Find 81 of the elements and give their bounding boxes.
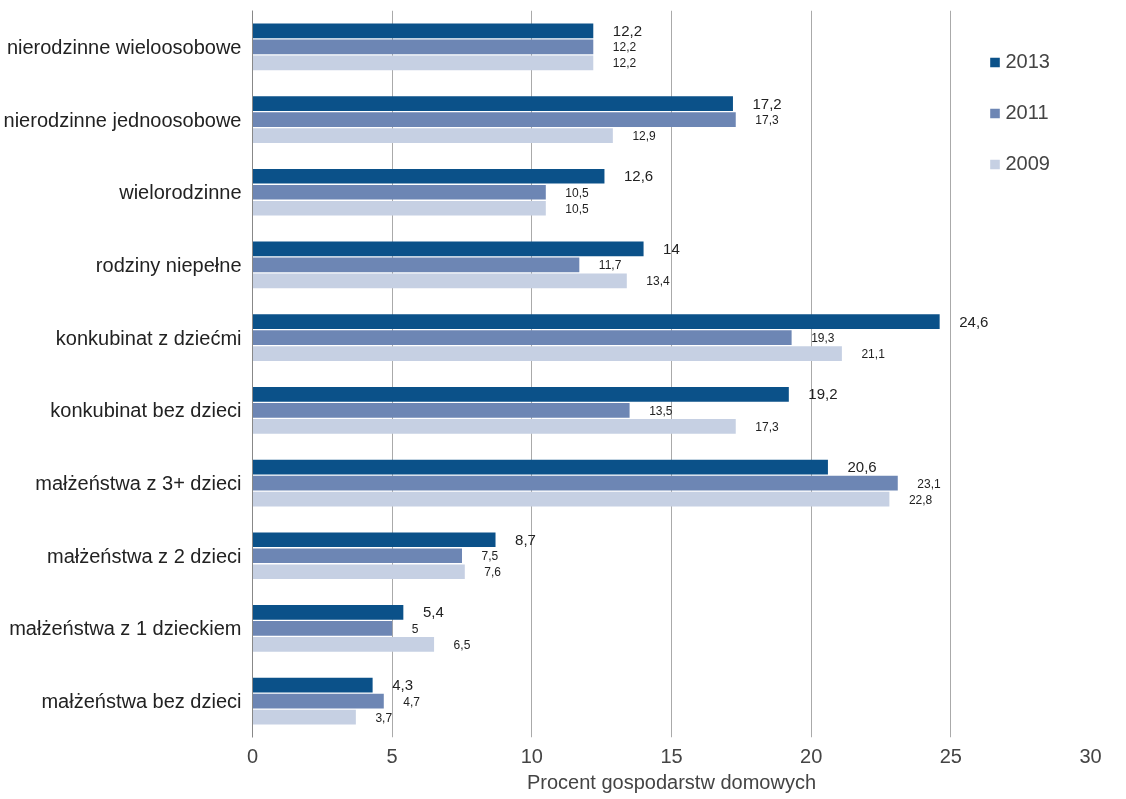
bar (252, 637, 435, 652)
bar (252, 96, 733, 111)
data-label: 4,3 (392, 676, 414, 694)
data-label: 19,2 (808, 385, 838, 403)
bar (252, 112, 736, 127)
y-tick-label: małżeństwa z 3+ dzieci (35, 472, 242, 495)
y-tick-label: konkubinat bez dzieci (50, 399, 242, 422)
x-axis-title: Procent gospodarstw domowych (526, 770, 817, 793)
y-tick-label: rodziny niepełne (95, 253, 242, 276)
data-label: 13,5 (649, 403, 673, 418)
x-tick-label: 0 (246, 744, 259, 767)
bar (252, 677, 373, 693)
bar (252, 346, 842, 361)
data-label: 10,5 (565, 185, 590, 200)
data-label: 12,2 (612, 56, 637, 71)
bar (252, 23, 594, 39)
data-label: 17,3 (755, 113, 779, 128)
data-label: 4,7 (403, 694, 421, 709)
bar (252, 39, 594, 55)
legend-label: 2009 (1005, 152, 1050, 175)
y-tick-label: nierodzinne jednoosobowe (3, 108, 242, 131)
bar (252, 459, 828, 475)
data-label: 14 (663, 239, 680, 257)
bar (252, 491, 890, 507)
y-tick-label: konkubinat z dziećmi (55, 326, 242, 349)
bar (252, 693, 384, 709)
legend-label: 2013 (1005, 50, 1050, 73)
data-label: 12,2 (612, 40, 637, 55)
x-tick-label: 5 (386, 744, 398, 767)
bar (252, 402, 630, 418)
data-label: 11,7 (598, 258, 622, 273)
data-label: 3,7 (375, 710, 393, 725)
data-label: 10,5 (565, 201, 590, 216)
x-tick-label: 10 (520, 744, 543, 767)
bar (252, 168, 605, 184)
bar (252, 200, 546, 216)
bar (252, 273, 627, 289)
data-label: 17,2 (752, 94, 782, 112)
data-label: 12,6 (624, 167, 654, 185)
data-label: 13,4 (646, 274, 671, 289)
bar (252, 257, 580, 273)
bar (252, 475, 898, 491)
data-label: 24,6 (959, 312, 989, 330)
data-label: 21,1 (861, 347, 886, 362)
bar (252, 128, 613, 143)
bar (252, 564, 465, 580)
bar (252, 621, 393, 636)
bar (252, 184, 546, 200)
bar (252, 709, 356, 725)
y-tick-label: wielorodzinne (118, 181, 242, 204)
data-label: 5 (411, 621, 419, 636)
bar (252, 548, 462, 564)
x-tick-label: 30 (1079, 744, 1102, 767)
data-label: 12,2 (612, 21, 643, 39)
x-tick-label: 25 (939, 744, 962, 767)
y-tick-label: małżeństwa z 2 dzieci (46, 544, 242, 567)
bar (252, 418, 736, 434)
data-label: 7,6 (484, 565, 502, 580)
data-label: 7,5 (481, 549, 499, 564)
bar (252, 387, 789, 402)
legend-label: 2011 (1005, 101, 1049, 124)
data-label: 17,3 (755, 419, 779, 434)
bar (252, 605, 404, 620)
bar (252, 330, 792, 346)
bar (252, 55, 594, 71)
x-tick-label: 20 (800, 744, 823, 767)
data-label: 6,5 (453, 637, 471, 652)
data-label: 23,1 (917, 476, 941, 491)
bar (252, 532, 496, 548)
y-tick-label: nierodzinne wieloosobowe (6, 35, 242, 58)
data-label: 12,9 (632, 129, 657, 144)
y-tick-label: małżeństwa bez dzieci (41, 690, 242, 713)
x-tick-label: 15 (660, 744, 683, 767)
y-tick-label: małżeństwa z 1 dzieckiem (9, 617, 242, 640)
data-label: 20,6 (847, 458, 877, 476)
bar (252, 241, 644, 257)
data-label: 8,7 (515, 530, 536, 548)
data-label: 22,8 (908, 492, 933, 507)
data-label: 5,4 (422, 603, 444, 621)
data-label: 19,3 (811, 331, 835, 346)
bar (252, 314, 940, 330)
